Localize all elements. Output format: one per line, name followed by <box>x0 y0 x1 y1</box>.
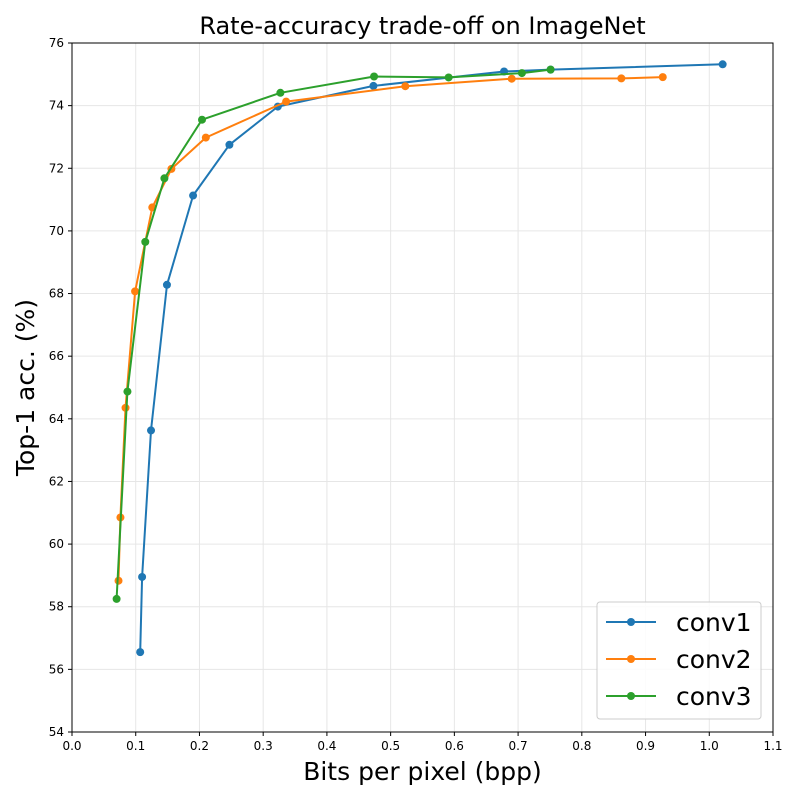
x-tick-label: 0.1 <box>126 739 145 753</box>
y-tick-label: 68 <box>49 287 64 301</box>
y-axis-title: Top-1 acc. (%) <box>11 299 40 477</box>
data-point <box>162 280 171 289</box>
data-point <box>198 115 207 124</box>
data-point <box>546 65 555 74</box>
x-tick-label: 0.3 <box>254 739 273 753</box>
data-point <box>138 572 147 581</box>
data-point <box>282 97 291 106</box>
y-tick-label: 56 <box>49 662 64 676</box>
y-tick-label: 54 <box>49 725 64 739</box>
data-point <box>201 133 210 142</box>
y-tick-label: 76 <box>49 36 64 50</box>
series-line <box>115 68 551 599</box>
y-tick-label: 58 <box>49 600 64 614</box>
data-point <box>189 191 198 200</box>
y-tick-label: 70 <box>49 224 64 238</box>
data-point <box>370 72 379 81</box>
data-point <box>147 426 156 435</box>
legend-label-conv1: conv1 <box>676 608 752 637</box>
legend-marker <box>627 692 635 700</box>
y-tick-label: 64 <box>49 412 64 426</box>
x-axis-title: Bits per pixel (bpp) <box>303 757 542 786</box>
legend-label-conv2: conv2 <box>676 645 752 674</box>
data-point <box>718 60 727 69</box>
data-point <box>225 140 234 149</box>
y-tick-label: 74 <box>49 99 64 113</box>
data-point <box>617 74 626 83</box>
y-tick-label: 66 <box>49 349 64 363</box>
data-point <box>141 237 150 246</box>
x-tick-label: 0.6 <box>445 739 464 753</box>
y-tick-label: 60 <box>49 537 64 551</box>
data-point <box>401 82 410 91</box>
x-tick-label: 0.2 <box>190 739 209 753</box>
x-tick-label: 0.0 <box>62 739 81 753</box>
data-point <box>444 73 453 82</box>
data-point <box>131 287 140 296</box>
data-point <box>160 174 169 183</box>
x-tick-label: 0.9 <box>636 739 655 753</box>
data-point <box>517 69 526 78</box>
data-point <box>276 88 285 97</box>
legend-label-conv3: conv3 <box>676 682 752 711</box>
ticks: 0.0 0.1 0.2 0.3 0.4 0.5 0.6 0.7 0.8 0.9 1.0 1.1 54 56… <box>49 36 783 753</box>
data-point <box>658 73 667 82</box>
x-tick-label: 1.1 <box>763 739 782 753</box>
data-point <box>136 648 145 657</box>
legend: conv1 conv2 conv3 <box>596 601 762 720</box>
plot-frame <box>71 42 774 733</box>
data-point <box>369 81 378 90</box>
series-layer <box>112 60 727 657</box>
x-tick-label: 1.0 <box>700 739 719 753</box>
legend-marker <box>627 655 635 663</box>
series-conv3 <box>112 65 555 603</box>
y-tick-label: 72 <box>49 161 64 175</box>
legend-marker <box>627 618 635 626</box>
chart-title: Rate-accuracy trade-off on ImageNet <box>199 12 645 40</box>
data-point <box>112 594 121 603</box>
data-point <box>123 387 132 396</box>
legend-box <box>596 601 762 720</box>
x-tick-label: 0.7 <box>509 739 528 753</box>
data-point <box>507 74 516 83</box>
x-tick-label: 0.8 <box>572 739 591 753</box>
x-tick-label: 0.4 <box>317 739 336 753</box>
x-tick-label: 0.5 <box>381 739 400 753</box>
y-tick-label: 62 <box>49 474 64 488</box>
